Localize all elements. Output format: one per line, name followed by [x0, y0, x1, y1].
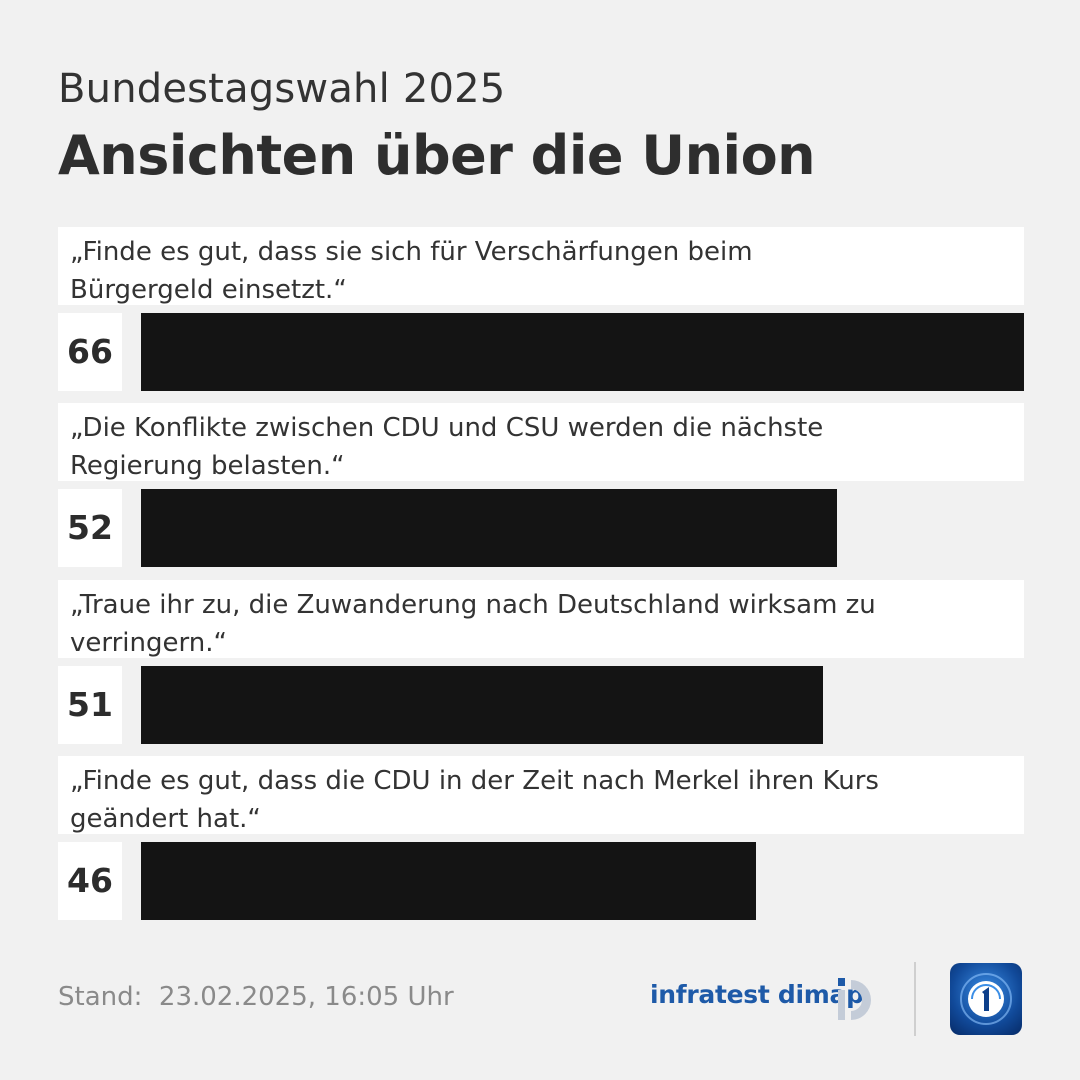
infratest-dimap-logo-icon: [838, 978, 871, 1020]
brand-name: infratest dimap: [650, 980, 864, 1009]
statement-text: „Finde es gut, dass die CDU in der Zeit …: [70, 766, 879, 834]
tagesschau-logo-icon: [950, 963, 1022, 1035]
value-label: 52: [58, 489, 122, 567]
bar: [141, 489, 837, 567]
statement-label: „Traue ihr zu, die Zuwanderung nach Deut…: [58, 580, 1024, 658]
chart-subtitle: Bundestagswahl 2025: [58, 66, 506, 112]
bar: [141, 666, 823, 744]
bar: [141, 842, 756, 920]
statement-text: „Traue ihr zu, die Zuwanderung nach Deut…: [70, 590, 876, 658]
statement-label: „Finde es gut, dass sie sich für Verschä…: [58, 227, 1024, 305]
statement-label: „Die Konflikte zwischen CDU und CSU werd…: [58, 403, 1024, 481]
statement-text: „Finde es gut, dass sie sich für Verschä…: [70, 237, 753, 305]
bar: [141, 313, 1024, 391]
chart-title: Ansichten über die Union: [58, 124, 816, 187]
timestamp-label: Stand: 23.02.2025, 16:05 Uhr: [58, 982, 454, 1012]
value-label: 46: [58, 842, 122, 920]
footer-divider: [914, 962, 916, 1036]
statement-text: „Die Konflikte zwischen CDU und CSU werd…: [70, 413, 824, 481]
statement-label: „Finde es gut, dass die CDU in der Zeit …: [58, 756, 1024, 834]
value-label: 66: [58, 313, 122, 391]
value-label: 51: [58, 666, 122, 744]
